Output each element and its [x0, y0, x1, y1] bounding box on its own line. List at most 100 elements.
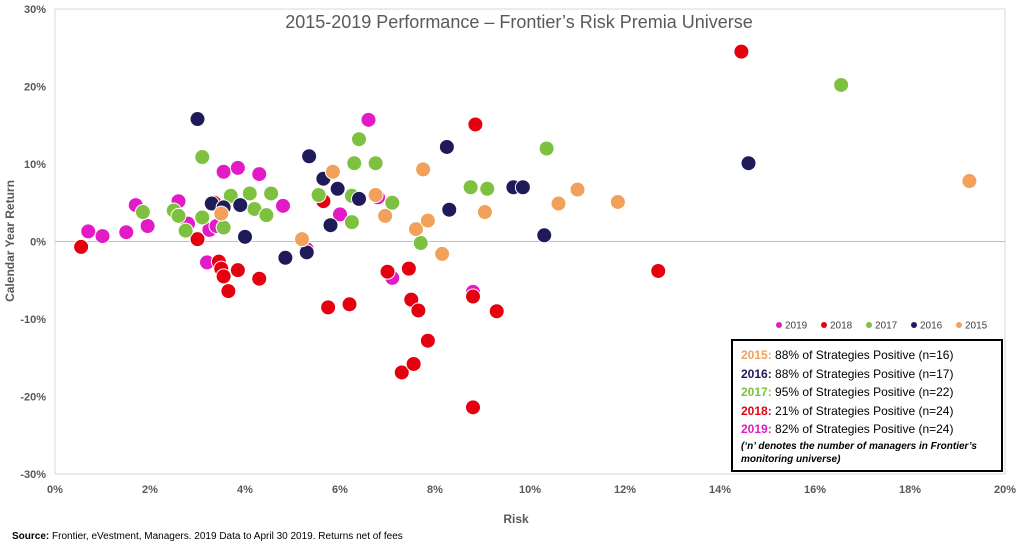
point-2019 — [139, 218, 156, 234]
point-2015 — [294, 231, 310, 248]
x-axis-ticks: 0% 2% 4% 6% 8% 10% 12% 14% 16% 18% 20% — [47, 484, 1016, 496]
stats-text: 88% of Strategies Positive (n=16) — [771, 348, 954, 362]
y-tick-label: 0% — [30, 237, 46, 249]
stats-text: 88% of Strategies Positive (n=17) — [771, 366, 954, 381]
point-2018 — [405, 355, 422, 372]
x-tick-label: 4% — [237, 484, 253, 496]
point-2019 — [360, 111, 377, 128]
y-tick-label: 30% — [24, 4, 46, 16]
stats-note: (‘n’ denotes the number of managers in F… — [741, 440, 977, 465]
x-tick-label: 8% — [427, 484, 443, 496]
point-2018 — [393, 364, 410, 381]
point-2019 — [229, 159, 246, 176]
point-2017 — [384, 194, 401, 211]
chart-title: 2015-2019 Performance – Frontier’s Risk … — [285, 12, 753, 32]
point-2016 — [277, 249, 294, 266]
point-2018 — [215, 268, 232, 285]
y-tick-label: 20% — [24, 82, 46, 94]
point-2016 — [351, 190, 367, 207]
point-2018 — [379, 263, 396, 280]
point-2017 — [170, 207, 187, 224]
legend-label-2016: 2016 — [920, 321, 943, 332]
point-2017 — [462, 179, 479, 196]
x-tick-label: 12% — [614, 484, 636, 496]
point-2017 — [194, 149, 211, 166]
point-2018 — [733, 43, 750, 60]
stats-box: 2015: 88% of Strategies Positive (n=16) 2… — [731, 339, 1003, 472]
stats-year: 2016: — [741, 366, 772, 381]
point-2018 — [320, 299, 337, 316]
stats-text: 95% of Strategies Positive (n=22) — [771, 385, 954, 399]
point-2018 — [650, 262, 667, 279]
stats-line: 2015: 88% of Strategies Positive (n=16) — [741, 346, 1001, 365]
point-2018 — [73, 238, 90, 255]
point-2015 — [569, 181, 586, 198]
stats-line: 2017: 95% of Strategies Positive (n=22) — [741, 383, 1001, 402]
point-2016 — [232, 197, 249, 214]
point-2017 — [258, 207, 275, 224]
y-tick-label: -10% — [20, 314, 46, 326]
point-2015 — [609, 193, 626, 210]
point-2017 — [215, 219, 232, 236]
point-2018 — [189, 231, 206, 248]
x-tick-label: 6% — [332, 484, 348, 496]
point-2019 — [215, 163, 232, 180]
legend-label-2017: 2017 — [875, 321, 898, 332]
point-2015 — [961, 173, 978, 190]
point-2018 — [488, 303, 505, 320]
point-2016 — [322, 217, 339, 234]
point-2019 — [94, 228, 111, 245]
point-2017 — [367, 155, 384, 172]
point-2015 — [434, 245, 451, 262]
point-2018 — [467, 116, 484, 133]
point-2016 — [514, 179, 531, 196]
point-2016 — [189, 111, 206, 128]
legend-label-2019: 2019 — [785, 321, 808, 332]
source-note: Source: Frontier, eVestment, Managers. 2… — [12, 531, 403, 542]
legend: 2019 2018 2017 2016 2015 — [776, 321, 988, 332]
point-2018 — [465, 288, 481, 305]
point-2016 — [237, 228, 253, 245]
stats-lines: 2015: 88% of Strategies Positive (n=16) 2… — [741, 346, 1001, 439]
point-2016 — [301, 148, 318, 165]
y-tick-label: -30% — [20, 469, 46, 481]
y-tick-label: 10% — [24, 159, 46, 171]
stats-year: 2017: — [741, 385, 772, 399]
point-2015 — [550, 195, 567, 212]
stats-year: 2018: — [741, 403, 772, 418]
y-tick-label: -20% — [20, 392, 46, 404]
x-tick-label: 14% — [709, 484, 731, 496]
point-2017 — [241, 185, 258, 202]
data-points — [73, 43, 978, 416]
legend-label-2015: 2015 — [965, 321, 988, 332]
point-2018 — [465, 399, 481, 416]
point-2017 — [177, 222, 194, 239]
point-2015 — [367, 187, 384, 203]
point-2017 — [194, 209, 211, 226]
point-2018 — [229, 262, 246, 279]
point-2017 — [346, 155, 363, 172]
source-label: Source: — [12, 531, 50, 542]
stats-year: 2015: — [741, 348, 772, 362]
stats-line: 2016: 88% of Strategies Positive (n=17) — [741, 365, 1001, 384]
x-tick-label: 0% — [47, 484, 63, 496]
point-2019 — [251, 166, 268, 183]
point-2016 — [536, 227, 553, 244]
x-tick-label: 10% — [519, 484, 541, 496]
x-tick-label: 20% — [994, 484, 1016, 496]
point-2017 — [351, 131, 367, 148]
point-2016 — [740, 155, 757, 172]
point-2015 — [324, 163, 341, 180]
point-2015 — [476, 204, 493, 221]
point-2017 — [412, 235, 429, 252]
point-2017 — [538, 140, 555, 157]
source-text: Frontier, eVestment, Managers. 2019 Data… — [49, 531, 403, 542]
stats-text: 21% of Strategies Positive (n=24) — [771, 403, 954, 418]
point-2019 — [118, 224, 135, 241]
point-2019 — [332, 206, 348, 223]
x-tick-label: 16% — [804, 484, 826, 496]
point-2015 — [419, 212, 436, 229]
point-2018 — [251, 270, 268, 287]
point-2016 — [441, 201, 458, 218]
